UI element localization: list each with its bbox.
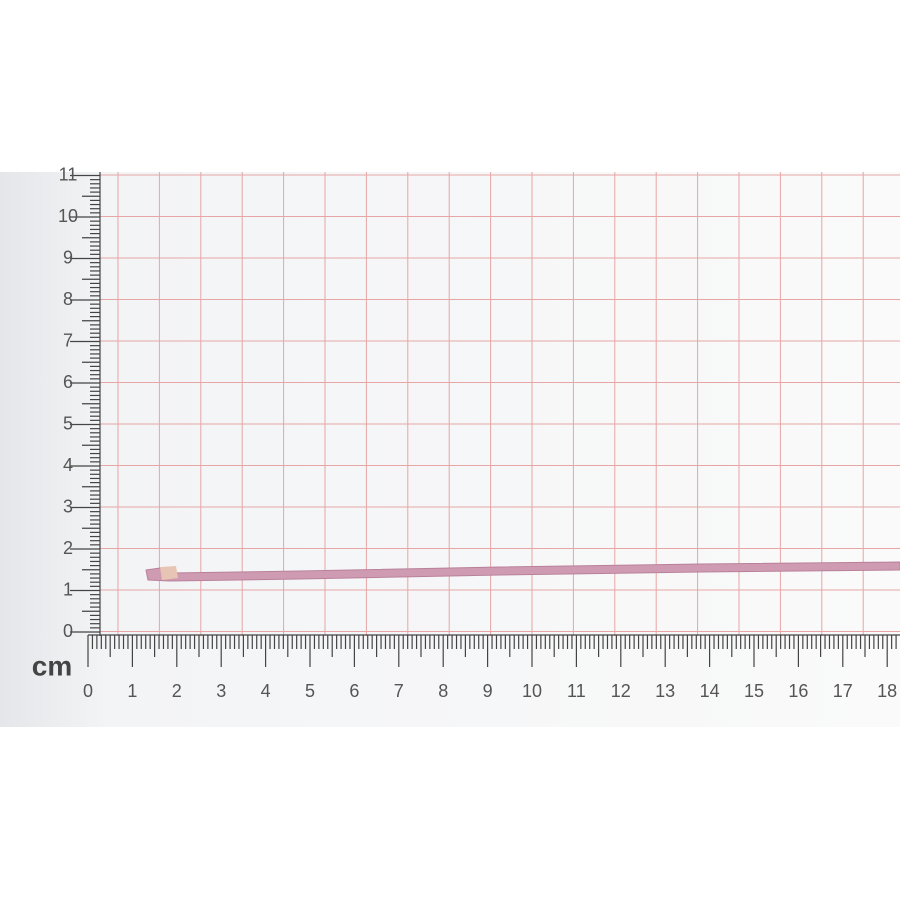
y-scale-label: 4 [63, 455, 73, 475]
yarn [145, 561, 900, 582]
y-scale-label: 2 [63, 538, 73, 558]
y-scale-label: 6 [63, 372, 73, 392]
x-scale-label: 6 [349, 681, 359, 701]
y-scale-label: 11 [59, 164, 78, 184]
yarn-end [160, 566, 178, 580]
x-scale-label: 14 [700, 681, 720, 701]
y-scale-label: 5 [63, 413, 73, 433]
x-scale-label: 13 [655, 681, 675, 701]
y-scale-label: 10 [58, 206, 78, 226]
y-scale-label: 1 [63, 579, 73, 599]
x-scale-label: 9 [483, 681, 493, 701]
x-scale-label: 3 [216, 681, 226, 701]
x-scale-label: 16 [788, 681, 808, 701]
x-scale-label: 5 [305, 681, 315, 701]
paper [0, 172, 900, 727]
unit-label: cm [32, 650, 72, 681]
y-scale-label: 7 [63, 330, 73, 350]
y-scale-label: 3 [63, 496, 73, 516]
x-scale-label: 18 [877, 681, 897, 701]
x-scale-label: 4 [261, 681, 271, 701]
x-scale-label: 11 [567, 681, 586, 701]
x-scale-label: 1 [127, 681, 137, 701]
y-scale-label: 0 [63, 621, 73, 641]
x-scale-label: 2 [172, 681, 182, 701]
x-scale-label: 12 [611, 681, 631, 701]
x-scale-label: 0 [83, 681, 93, 701]
y-scale-label: 9 [63, 247, 73, 267]
y-scale-label: 8 [63, 289, 73, 309]
x-scale-label: 7 [394, 681, 404, 701]
x-scale-label: 15 [744, 681, 764, 701]
grid [100, 172, 900, 636]
x-scale-label: 10 [522, 681, 542, 701]
x-scale-label: 8 [438, 681, 448, 701]
x-scale-label: 17 [833, 681, 853, 701]
ruler-ticks [70, 172, 900, 667]
